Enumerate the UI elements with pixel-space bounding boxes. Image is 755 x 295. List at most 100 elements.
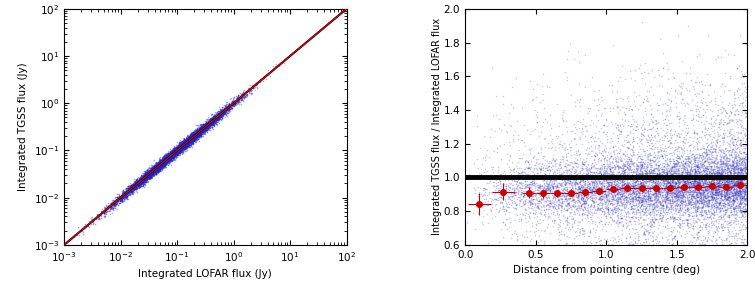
- Point: [91, 213, 103, 218]
- Point: [732, 177, 744, 181]
- Point: [147, 168, 159, 173]
- Point: [689, 171, 701, 176]
- Point: [609, 208, 621, 213]
- Point: [226, 95, 239, 100]
- Point: [205, 122, 217, 127]
- Point: [584, 105, 596, 110]
- Point: [666, 175, 678, 180]
- Point: [174, 146, 186, 151]
- Point: [119, 190, 131, 194]
- Point: [714, 196, 726, 200]
- Point: [212, 111, 224, 116]
- Point: [674, 186, 686, 191]
- Point: [149, 165, 162, 170]
- Point: [130, 183, 142, 188]
- Point: [589, 192, 601, 197]
- Point: [671, 140, 683, 144]
- Point: [505, 235, 517, 240]
- Point: [728, 157, 740, 162]
- Point: [654, 171, 666, 176]
- Point: [188, 139, 200, 143]
- Point: [132, 184, 144, 189]
- Point: [679, 207, 691, 212]
- Point: [208, 123, 220, 128]
- Point: [205, 122, 217, 127]
- Point: [569, 176, 581, 181]
- Point: [673, 171, 686, 176]
- Point: [732, 170, 744, 175]
- Point: [664, 214, 676, 219]
- Point: [712, 200, 724, 204]
- Point: [160, 153, 172, 158]
- Point: [673, 183, 686, 188]
- Point: [225, 105, 237, 109]
- Point: [708, 204, 720, 209]
- Point: [159, 157, 171, 162]
- Point: [116, 194, 128, 199]
- Point: [673, 154, 685, 158]
- Point: [729, 176, 741, 180]
- Point: [728, 206, 740, 211]
- Point: [598, 197, 610, 202]
- Point: [133, 181, 145, 186]
- Point: [658, 195, 670, 199]
- Point: [229, 102, 241, 107]
- Point: [664, 126, 676, 131]
- Point: [542, 182, 554, 186]
- Point: [695, 177, 707, 182]
- Point: [558, 207, 570, 212]
- Point: [516, 171, 528, 176]
- Point: [726, 185, 738, 190]
- Point: [553, 193, 565, 198]
- Point: [665, 168, 677, 173]
- Point: [734, 174, 746, 179]
- Point: [738, 173, 750, 178]
- Point: [87, 220, 99, 224]
- Point: [174, 141, 186, 146]
- Point: [680, 203, 692, 208]
- Point: [251, 79, 263, 84]
- Point: [729, 181, 741, 186]
- Point: [165, 156, 177, 160]
- Point: [627, 184, 639, 189]
- Point: [148, 165, 160, 170]
- Point: [568, 197, 580, 202]
- Point: [701, 163, 713, 168]
- Point: [665, 169, 677, 174]
- Point: [160, 154, 172, 159]
- Point: [186, 135, 199, 139]
- Point: [186, 135, 198, 139]
- Point: [182, 140, 194, 145]
- Point: [550, 173, 562, 177]
- Point: [185, 139, 197, 144]
- Point: [668, 76, 680, 81]
- Point: [723, 221, 735, 226]
- Point: [735, 196, 747, 200]
- Point: [697, 192, 709, 197]
- Point: [153, 164, 165, 168]
- Point: [188, 136, 200, 140]
- Point: [666, 195, 678, 200]
- Point: [702, 181, 714, 186]
- Point: [620, 134, 632, 139]
- Point: [186, 133, 199, 138]
- Point: [212, 113, 224, 118]
- Point: [587, 170, 599, 175]
- Point: [607, 179, 619, 183]
- Point: [622, 194, 634, 199]
- Point: [601, 237, 613, 242]
- Point: [174, 146, 186, 151]
- Point: [603, 212, 615, 217]
- Point: [138, 180, 150, 185]
- Point: [197, 124, 209, 129]
- Point: [237, 90, 249, 95]
- Point: [723, 214, 735, 219]
- Point: [707, 171, 720, 176]
- Point: [701, 193, 713, 198]
- Point: [196, 122, 208, 127]
- Point: [156, 165, 168, 170]
- Point: [639, 229, 652, 234]
- Point: [163, 151, 175, 156]
- Point: [203, 119, 215, 124]
- Point: [172, 147, 184, 152]
